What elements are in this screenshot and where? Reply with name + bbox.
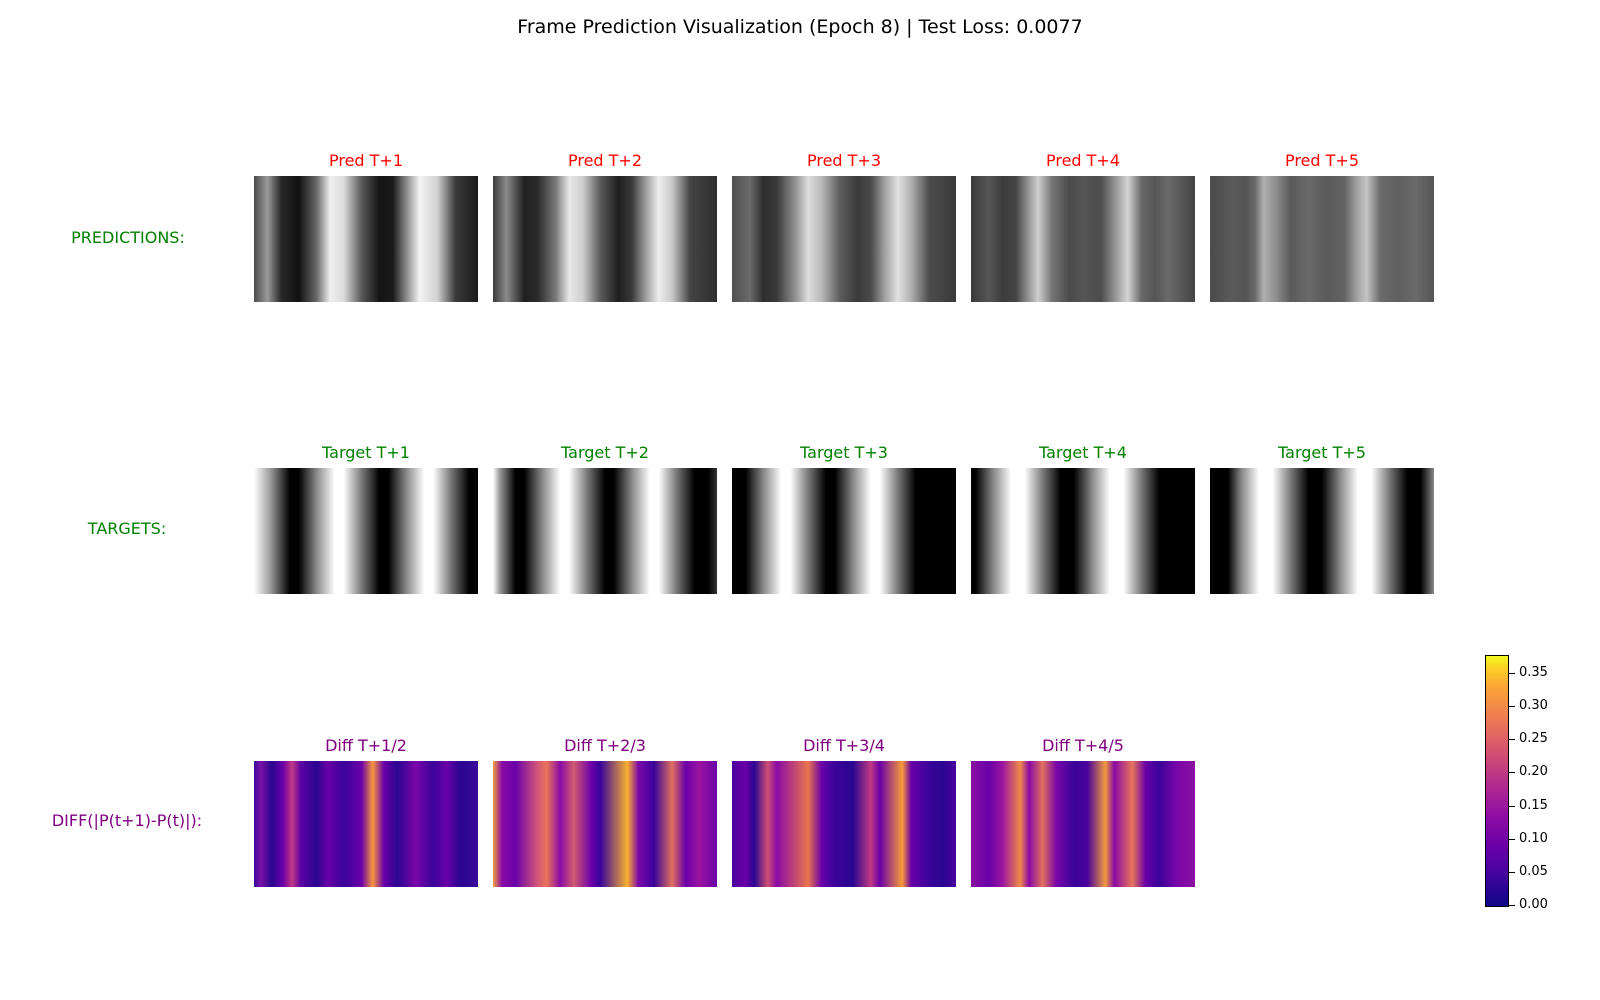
colorbar-tick-label-4: 0.20 [1519, 764, 1548, 779]
pred-title-1: Pred T+1 [328, 151, 404, 170]
pred-title-3: Pred T+3 [806, 151, 882, 170]
colorbar-tick-2 [1509, 839, 1515, 840]
colorbar-tick-label-6: 0.30 [1519, 698, 1548, 713]
colorbar-tick-3 [1509, 806, 1515, 807]
pred-image-2 [493, 176, 717, 302]
pred-title-4: Pred T+4 [1045, 151, 1121, 170]
target-image-4 [971, 468, 1195, 594]
colorbar-tick-label-5: 0.25 [1519, 731, 1548, 746]
figure-title: Frame Prediction Visualization (Epoch 8)… [517, 16, 1083, 38]
target-image-2 [493, 468, 717, 594]
target-title-1: Target T+1 [322, 443, 410, 462]
diff-image-1 [254, 761, 478, 887]
row-label-predictions: PREDICTIONS: [71, 228, 185, 247]
pred-image-1 [254, 176, 478, 302]
colorbar-tick-1 [1509, 872, 1515, 873]
colorbar-tick-7 [1509, 673, 1515, 674]
target-image-3 [732, 468, 956, 594]
target-title-4: Target T+4 [1039, 443, 1127, 462]
colorbar-tick-0 [1509, 905, 1515, 906]
colorbar-tick-label-3: 0.15 [1519, 798, 1548, 813]
pred-title-5: Pred T+5 [1284, 151, 1360, 170]
pred-title-2: Pred T+2 [567, 151, 643, 170]
diff-title-3: Diff T+3/4 [803, 736, 885, 755]
colorbar-tick-4 [1509, 772, 1515, 773]
diff-title-4: Diff T+4/5 [1042, 736, 1124, 755]
colorbar-tick-label-0: 0.00 [1519, 897, 1548, 912]
colorbar-tick-6 [1509, 706, 1515, 707]
row-label-diffs: DIFF(|P(t+1)-P(t)|): [51, 811, 203, 830]
diff-image-4 [971, 761, 1195, 887]
target-image-5 [1210, 468, 1434, 594]
target-title-2: Target T+2 [561, 443, 649, 462]
target-title-3: Target T+3 [800, 443, 888, 462]
pred-image-4 [971, 176, 1195, 302]
colorbar-tick-5 [1509, 739, 1515, 740]
diff-title-2: Diff T+2/3 [564, 736, 646, 755]
pred-image-5 [1210, 176, 1434, 302]
pred-image-3 [732, 176, 956, 302]
diff-image-2 [493, 761, 717, 887]
diff-image-3 [732, 761, 956, 887]
colorbar-tick-label-7: 0.35 [1519, 665, 1548, 680]
row-label-targets: TARGETS: [87, 519, 167, 538]
colorbar [1485, 655, 1509, 907]
colorbar-tick-label-2: 0.10 [1519, 831, 1548, 846]
colorbar-tick-label-1: 0.05 [1519, 864, 1548, 879]
diff-title-1: Diff T+1/2 [325, 736, 407, 755]
target-image-1 [254, 468, 478, 594]
target-title-5: Target T+5 [1278, 443, 1366, 462]
